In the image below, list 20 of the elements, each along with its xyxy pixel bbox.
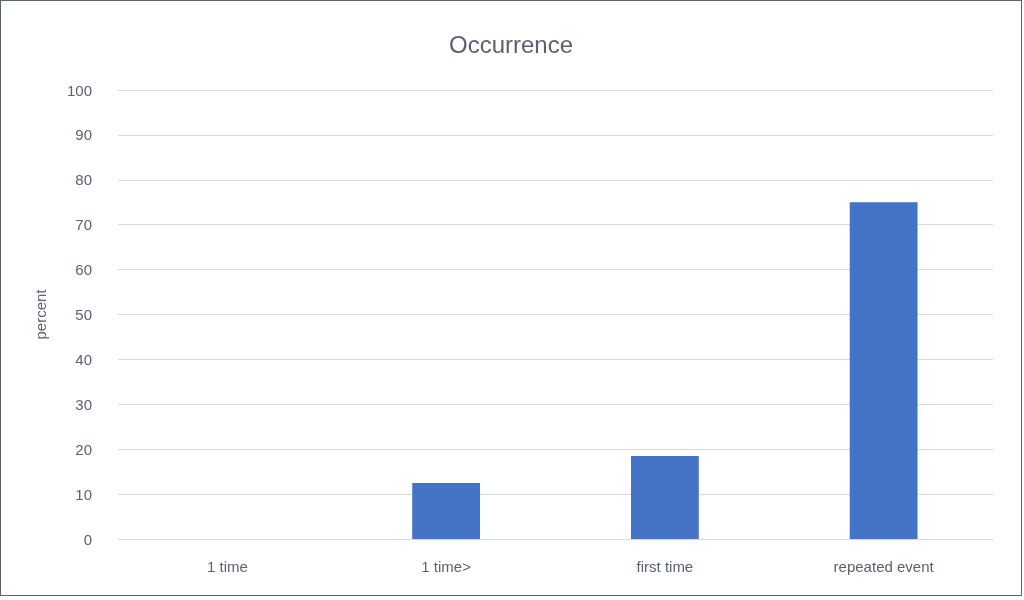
x-tick-label: repeated event: [833, 558, 935, 575]
y-tick-label: 30: [75, 395, 92, 413]
y-tick-label: 0: [83, 530, 92, 548]
y-tick-label: 50: [75, 306, 92, 323]
x-tick-label: first time: [636, 558, 694, 575]
chart-title: Occurrence: [448, 30, 574, 58]
bar: [412, 482, 481, 539]
y-tick-label: 100: [66, 81, 92, 99]
bar: [849, 202, 918, 539]
y-tick-label: 60: [75, 261, 92, 279]
x-tick-label: 1 time: [206, 558, 248, 575]
y-tick-label: 40: [75, 350, 92, 368]
y-tick-label: 80: [75, 171, 92, 189]
bar: [630, 455, 699, 539]
x-tick-label: 1 time>: [421, 558, 472, 575]
y-tick-label: 70: [75, 216, 92, 234]
y-tick-label: 90: [75, 126, 92, 144]
y-tick-label: 10: [75, 485, 92, 503]
y-axis-title: percent: [32, 288, 49, 340]
y-tick-label: 20: [75, 440, 92, 458]
